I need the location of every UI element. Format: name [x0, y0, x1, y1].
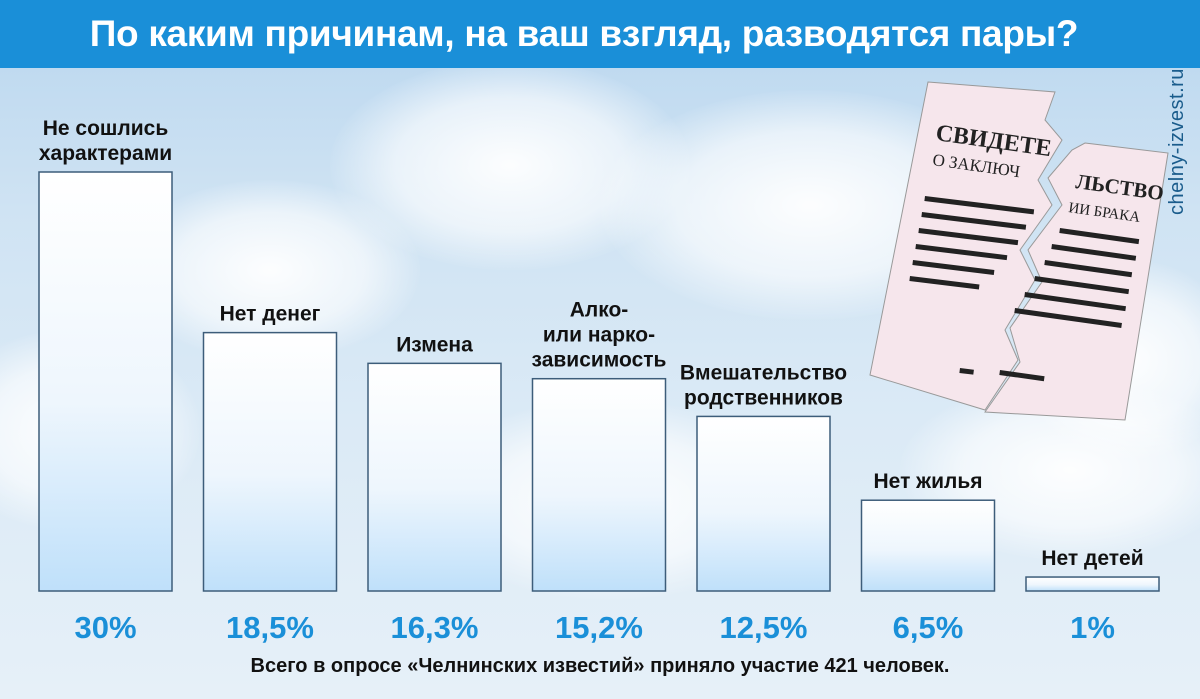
- source-watermark: chelny-izvest.ru: [1166, 68, 1188, 215]
- chart-title: По каким причинам, на ваш взгляд, развод…: [89, 13, 1079, 54]
- category-label-2-0: Измена: [396, 333, 473, 356]
- value-label-5: 6,5%: [893, 610, 964, 645]
- value-label-4: 12,5%: [720, 610, 808, 645]
- category-label-3-2: зависимость: [532, 349, 667, 372]
- bar-4: [696, 415, 831, 592]
- category-label-0-0: Не сошлись: [43, 117, 169, 140]
- value-label-6: 1%: [1070, 610, 1115, 645]
- category-label-3-1: или нарко-: [543, 324, 655, 347]
- bar-0: [38, 171, 173, 592]
- category-label-4-1: родственников: [684, 386, 843, 409]
- category-label-5-0: Нет жилья: [874, 470, 983, 493]
- bar-6: [1025, 576, 1160, 592]
- bar-1: [202, 331, 338, 592]
- category-label-1-0: Нет денег: [220, 303, 321, 326]
- bar-5: [860, 499, 996, 592]
- value-label-0: 30%: [74, 610, 136, 645]
- category-label-4-0: Вмешательство: [680, 361, 847, 384]
- category-label-3-0: Алко-: [570, 299, 629, 322]
- title-bar: По каким причинам, на ваш взгляд, развод…: [0, 0, 1200, 68]
- value-label-3: 15,2%: [555, 610, 643, 645]
- bar-2: [367, 362, 502, 592]
- category-label-6-0: Нет детей: [1041, 547, 1143, 570]
- category-label-0-1: характерами: [39, 142, 172, 165]
- value-label-1: 18,5%: [226, 610, 314, 645]
- survey-footnote: Всего в опросе «Челнинских известий» при…: [250, 655, 950, 677]
- bar-3: [531, 377, 667, 592]
- value-label-2: 16,3%: [391, 610, 479, 645]
